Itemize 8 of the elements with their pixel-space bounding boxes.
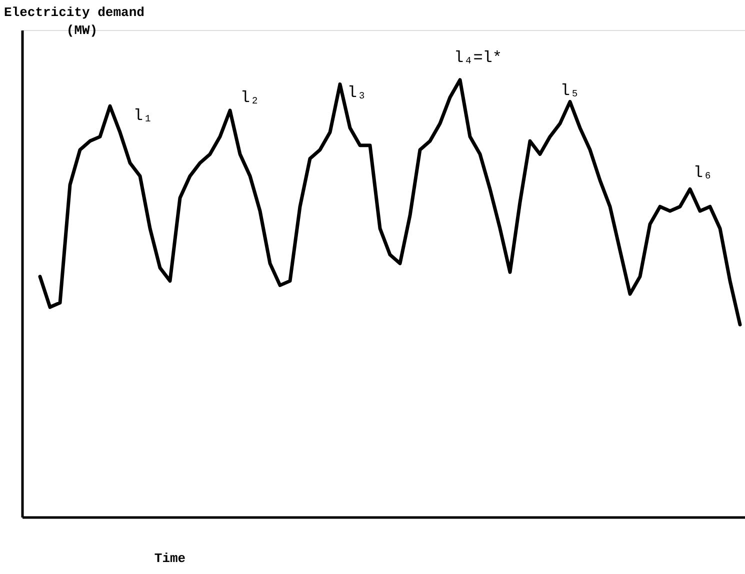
annotation: l₃ xyxy=(347,84,367,102)
annotation: l₁ xyxy=(133,107,153,125)
annotation: l₆ xyxy=(693,164,713,182)
annotation: l₅ xyxy=(560,82,580,100)
y-axis-title: Electricity demand (MW) xyxy=(4,5,144,38)
x-axis-title: Time xyxy=(154,551,186,566)
text: l₄=l* xyxy=(454,49,502,67)
annotation: l₂ xyxy=(240,89,260,107)
